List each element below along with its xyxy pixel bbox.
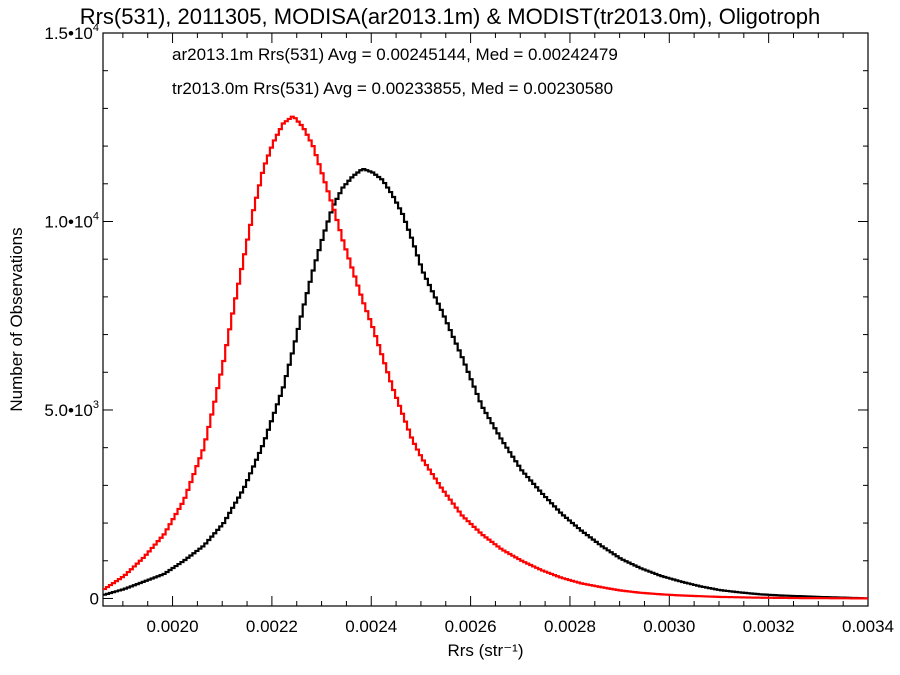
legend: ar2013.1m Rrs(531) Avg = 0.00245144, Med… xyxy=(172,45,618,98)
y-tick-label: 0 xyxy=(90,589,99,608)
series-lines xyxy=(103,115,868,600)
y-axis-label: Number of Observations xyxy=(7,227,26,411)
legend-entry-ar2013: ar2013.1m Rrs(531) Avg = 0.00245144, Med… xyxy=(172,45,618,64)
chart-title: Rrs(531), 2011305, MODISA(ar2013.1m) & M… xyxy=(80,4,821,29)
x-tick-label: 0.0026 xyxy=(445,617,497,636)
axes: 0.0020 0.0022 0.0024 0.0026 0.0028 0.0030 0.00… xyxy=(44,22,894,636)
series-line-tr2013 xyxy=(103,115,868,600)
plot-frame xyxy=(102,32,869,607)
x-tick-label: 0.0024 xyxy=(345,617,397,636)
x-tick-label: 0.0032 xyxy=(743,617,795,636)
x-tick-label: 0.0030 xyxy=(643,617,695,636)
x-tick-label: 0.0020 xyxy=(147,617,199,636)
y-tick-label: 1.5•104 xyxy=(44,22,99,43)
x-tick-label: 0.0022 xyxy=(246,617,298,636)
y-tick-label: 5.0•103 xyxy=(44,399,99,420)
x-tick-label: 0.0034 xyxy=(842,617,894,636)
x-axis-label: Rrs (str⁻¹) xyxy=(447,641,523,660)
x-tick-label: 0.0028 xyxy=(544,617,596,636)
y-tick-label: 1.0•104 xyxy=(44,210,99,231)
legend-entry-tr2013: tr2013.0m Rrs(531) Avg = 0.00233855, Med… xyxy=(172,79,613,98)
series-line-ar2013 xyxy=(103,167,868,600)
